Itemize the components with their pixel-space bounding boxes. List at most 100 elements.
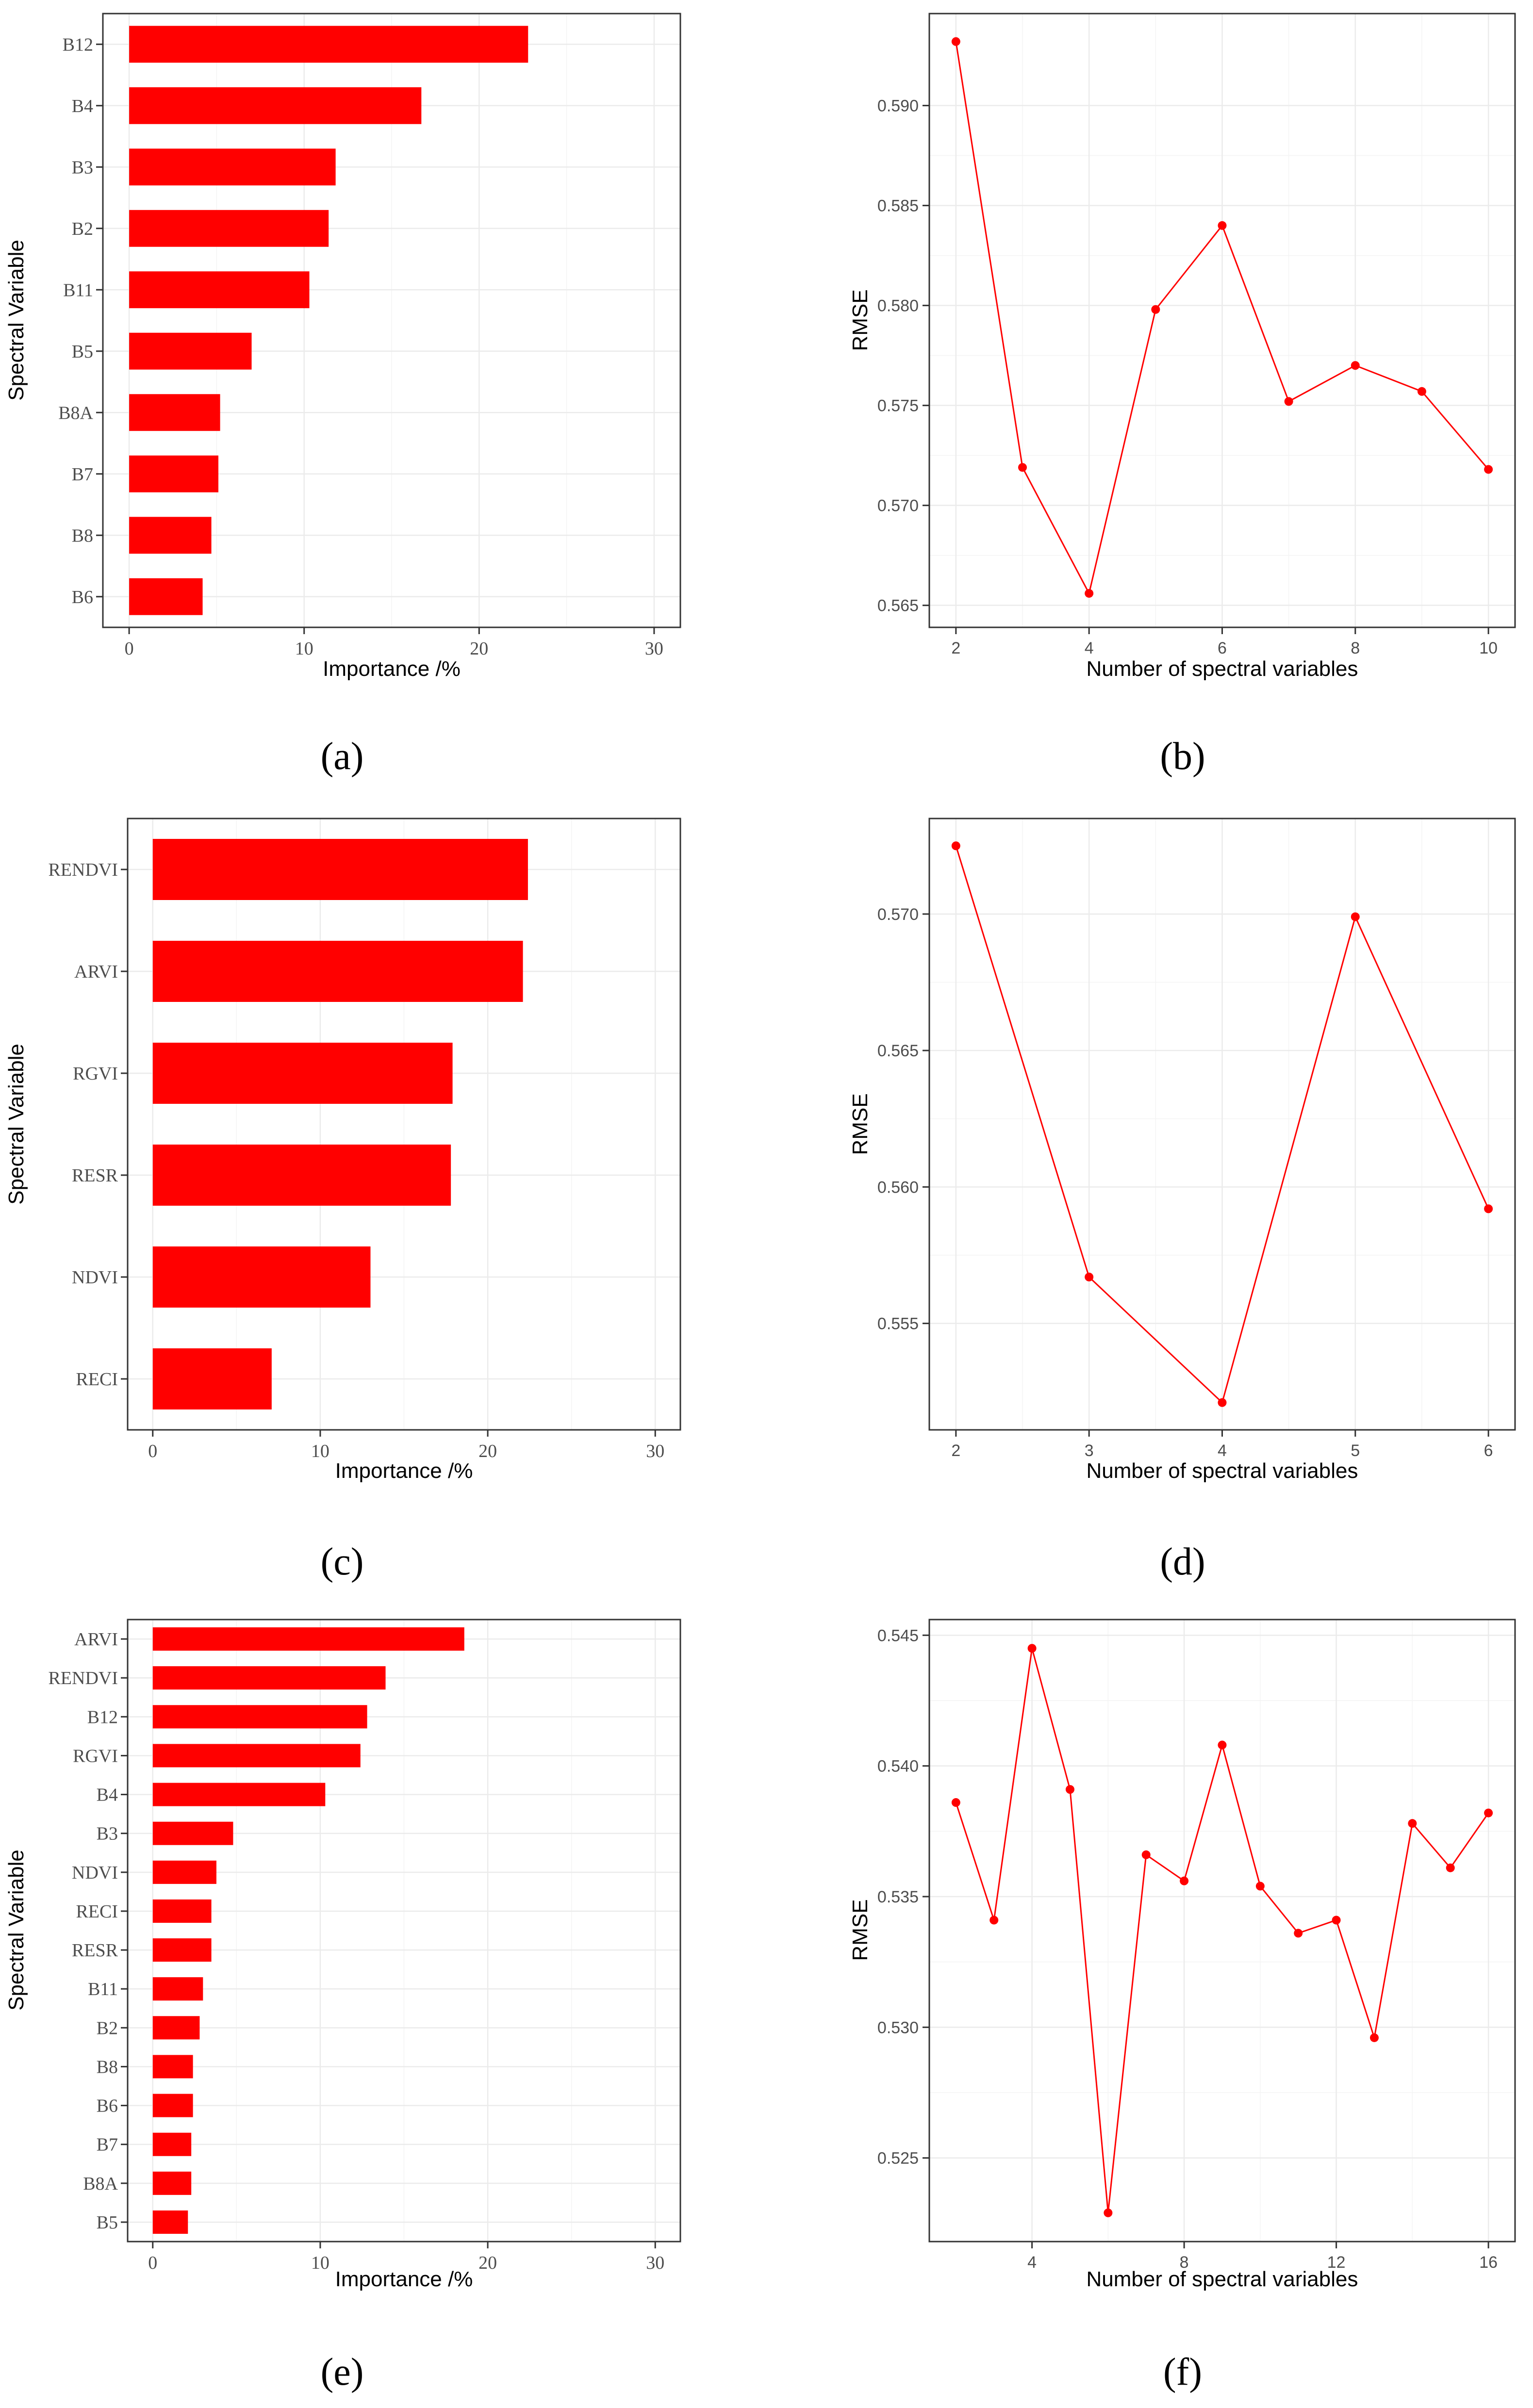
y-tick-label: ARVI <box>74 962 118 982</box>
data-point-4 <box>1085 589 1094 598</box>
y-tick-label: B11 <box>88 1979 118 1999</box>
bar-rendvi <box>152 839 528 900</box>
chart-panel-a: B12 B4 B3 B2 B11 B5 B8A B7 B8 B6 0 10 20 30 Importance… <box>4 13 681 778</box>
bar-b8 <box>152 2055 193 2079</box>
data-point-11 <box>1294 1929 1303 1938</box>
chart-panel-f: 4 8 12 16 0.525 0.530 0.535 0.540 0.545 Number of… <box>848 1619 1516 2393</box>
data-point-7 <box>1284 397 1293 406</box>
x-tick-label: 10 <box>311 1441 330 1461</box>
y-tick-label: 0.560 <box>877 1178 919 1196</box>
bar-b8 <box>129 517 212 554</box>
x-axis-title: Importance /% <box>335 2267 473 2291</box>
y-tick-label: B5 <box>72 342 93 362</box>
bar-resr <box>152 1145 451 1206</box>
y-tick-label: 0.585 <box>877 197 919 215</box>
x-tick-label: 2 <box>951 639 960 657</box>
y-axis-title: Spectral Variable <box>4 240 28 401</box>
data-point-13 <box>1370 2033 1379 2042</box>
y-tick-label: B8A <box>58 403 93 423</box>
bar-arvi <box>152 941 523 1002</box>
y-axis-title: RMSE <box>848 1093 872 1155</box>
data-point-5 <box>1151 305 1160 314</box>
bar-b12 <box>152 1705 367 1729</box>
y-tick-label: B5 <box>97 2212 118 2233</box>
data-point-15 <box>1446 1863 1455 1872</box>
x-tick-label: 0 <box>125 639 134 659</box>
bar-b5 <box>129 332 252 370</box>
x-tick-label: 4 <box>1027 2253 1037 2272</box>
chart-panel-b: 2 4 6 8 10 0.565 0.570 0.575 0.580 0.585 0.590 Numb… <box>848 13 1516 778</box>
bar-ndvi <box>152 1246 371 1308</box>
x-axis-title: Importance /% <box>323 657 461 681</box>
y-tick-label: B8 <box>72 525 93 546</box>
y-tick-label: RENDVI <box>48 1668 118 1688</box>
chart-panel-e: ARVI RENDVI B12 RGVI B4 B3 NDVI RECI RESR B11 B2 B8… <box>4 1619 681 2393</box>
bar-b3 <box>152 1821 233 1845</box>
bar-reci <box>152 1348 272 1409</box>
y-tick-label: 0.530 <box>877 2018 919 2037</box>
data-point-4 <box>1027 1644 1037 1653</box>
bar-ndvi <box>152 1860 216 1884</box>
bar-b3 <box>129 148 336 186</box>
y-tick-label: NDVI <box>72 1267 118 1288</box>
panel-label: (d) <box>1160 1540 1205 1583</box>
data-point-8 <box>1351 361 1360 370</box>
data-point-8 <box>1180 1876 1189 1885</box>
y-tick-label: B3 <box>72 157 93 178</box>
y-tick-label: 0.575 <box>877 397 919 415</box>
bar-b8a <box>152 2171 192 2195</box>
data-point-9 <box>1417 387 1426 396</box>
y-tick-label: 0.525 <box>877 2149 919 2168</box>
y-tick-label: B4 <box>97 1785 118 1805</box>
y-tick-label: B4 <box>72 96 93 116</box>
y-tick-label: B2 <box>97 2018 118 2038</box>
y-tick-label: 0.565 <box>877 597 919 615</box>
chart-panel-c: RENDVI ARVI RGVI RESR NDVI RECI 0 10 20 30 Importa… <box>4 818 681 1583</box>
x-tick-label: 16 <box>1479 2253 1498 2272</box>
x-tick-label: 8 <box>1180 2253 1189 2272</box>
bar-b4 <box>129 87 422 124</box>
bar-reci <box>152 1899 212 1923</box>
x-axis-title: Number of spectral variables <box>1086 2267 1358 2291</box>
y-tick-label: ARVI <box>74 1629 118 1650</box>
data-point-7 <box>1141 1850 1151 1859</box>
plot-frame <box>102 13 681 628</box>
y-axis-title: RMSE <box>848 1899 872 1961</box>
bar-arvi <box>152 1627 464 1651</box>
x-tick-label: 10 <box>311 2253 330 2273</box>
plot-frame <box>127 818 681 1431</box>
data-point-9 <box>1218 1740 1227 1750</box>
y-tick-label: 0.580 <box>877 297 919 315</box>
bar-b2 <box>129 210 329 247</box>
x-tick-label: 30 <box>646 2253 664 2273</box>
y-tick-label: B6 <box>97 2096 118 2116</box>
y-tick-label: 0.565 <box>877 1042 919 1060</box>
plot-frame <box>928 818 1516 1431</box>
x-tick-label: 10 <box>1479 639 1498 657</box>
x-tick-label: 10 <box>295 639 313 659</box>
y-tick-label: B3 <box>97 1824 118 1844</box>
y-tick-label: 0.535 <box>877 1888 919 1906</box>
data-point-2 <box>951 37 960 46</box>
y-tick-label: 0.555 <box>877 1315 919 1333</box>
panel-label: (f) <box>1163 2351 1202 2393</box>
data-point-2 <box>951 1798 960 1807</box>
data-point-6 <box>1484 1204 1493 1213</box>
y-tick-label: RGVI <box>73 1064 118 1084</box>
y-tick-label: 0.540 <box>877 1757 919 1776</box>
data-point-16 <box>1484 1808 1493 1818</box>
x-tick-label: 0 <box>148 2253 157 2273</box>
y-tick-label: 0.570 <box>877 905 919 924</box>
y-tick-label: RECI <box>76 1369 118 1390</box>
x-tick-label: 3 <box>1085 1442 1094 1460</box>
bar-b5 <box>152 2210 188 2234</box>
bar-b4 <box>152 1783 326 1806</box>
y-tick-label: RESR <box>72 1165 118 1186</box>
y-tick-label: B11 <box>63 280 93 300</box>
data-point-5 <box>1065 1785 1074 1794</box>
x-tick-label: 0 <box>148 1441 157 1461</box>
x-tick-label: 6 <box>1484 1442 1493 1460</box>
bar-b2 <box>152 2016 200 2040</box>
y-tick-label: RENDVI <box>48 860 118 880</box>
